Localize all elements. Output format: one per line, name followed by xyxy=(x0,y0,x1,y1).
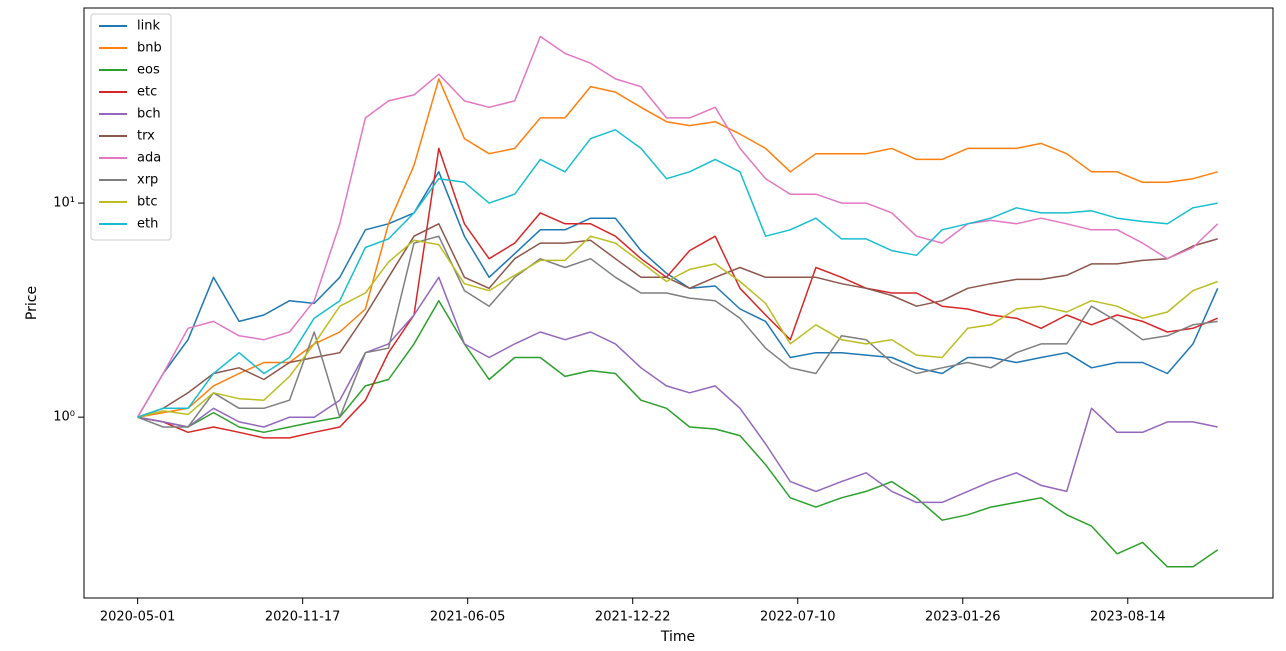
legend-label: etc xyxy=(137,85,157,100)
y-axis-label: Price xyxy=(24,286,40,320)
legend-label: bch xyxy=(137,107,161,122)
x-tick-label: 2023-01-26 xyxy=(925,610,1001,625)
series-line xyxy=(136,171,1219,418)
series-line xyxy=(137,223,1218,418)
x-tick-label: 2021-06-05 xyxy=(430,610,506,625)
series-line xyxy=(137,78,1218,418)
series-line xyxy=(137,147,1218,439)
x-tick-label: 2020-11-17 xyxy=(265,610,341,625)
x-tick-label: 2021-12-22 xyxy=(595,610,671,625)
legend-label: eth xyxy=(137,217,158,232)
legend-label: trx xyxy=(137,129,155,144)
x-tick-label: 2023-08-14 xyxy=(1090,610,1166,625)
series-line xyxy=(137,276,1218,504)
series-line xyxy=(137,299,1219,568)
legend-label: xrp xyxy=(137,173,158,188)
series-line xyxy=(136,35,1219,418)
y-tick-label: 10⁰ xyxy=(53,410,75,425)
x-tick-label: 2022-07-10 xyxy=(760,610,836,625)
legend-label: btc xyxy=(137,195,158,210)
series-line xyxy=(137,129,1218,418)
series-line xyxy=(137,235,1218,428)
x-axis-label: Time xyxy=(660,629,695,645)
legend-label: bnb xyxy=(137,41,162,56)
legend-label: link xyxy=(137,19,160,34)
legend-label: eos xyxy=(137,63,160,78)
y-tick-label: 10¹ xyxy=(53,196,75,211)
x-tick-label: 2020-05-01 xyxy=(100,610,176,625)
plot-frame xyxy=(83,7,1274,599)
series-line xyxy=(137,235,1218,418)
legend-label: ada xyxy=(137,151,161,166)
